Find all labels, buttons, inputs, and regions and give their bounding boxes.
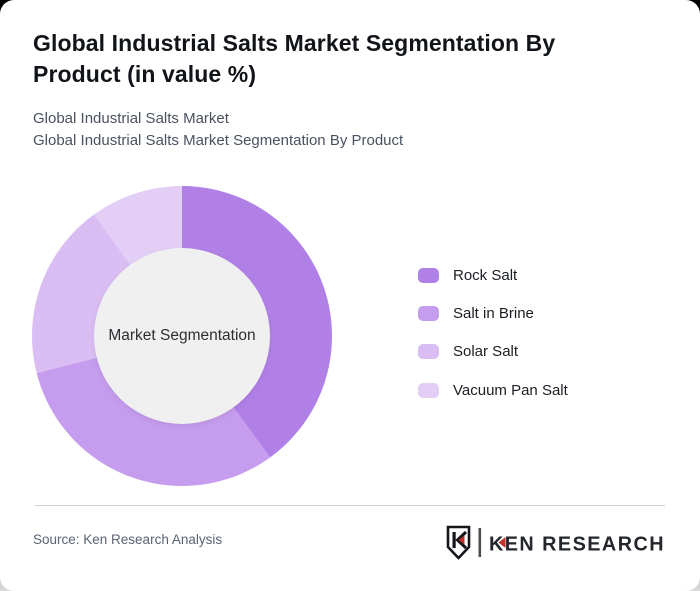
legend-item-solar-salt: Solar Salt: [418, 337, 568, 367]
page-title: Global Industrial Salts Market Segmentat…: [33, 30, 556, 87]
legend-item-vacuum-pan-salt: Vacuum Pan Salt: [418, 375, 568, 405]
chart-subtitle-line1: Global Industrial Salts Market: [33, 110, 229, 127]
logo-k-triangle: [498, 537, 506, 548]
legend-label: Salt in Brine: [453, 304, 534, 322]
logo-wordmark: KEN RESEARCH: [489, 533, 665, 556]
source-text: Source: Ken Research Analysis: [33, 532, 223, 547]
chart-subtitle: Global Industrial Salts Market Global In…: [33, 108, 403, 152]
legend-swatch-icon: [418, 267, 439, 283]
legend-item-salt-in-brine: Salt in Brine: [418, 298, 568, 328]
legend-label: Rock Salt: [453, 266, 518, 284]
legend-swatch-icon: [418, 344, 439, 360]
donut-center-label: Market Segmentation: [108, 327, 256, 344]
footer-divider: [35, 505, 665, 506]
legend-item-rock-salt: Rock Salt: [418, 260, 568, 290]
donut-chart: Market Segmentation: [32, 186, 332, 486]
legend-swatch-icon: [418, 382, 439, 398]
chart-subtitle-line2: Global Industrial Salts Market Segmentat…: [33, 132, 404, 149]
donut-center: Market Segmentation: [94, 248, 270, 424]
logo-separator: [478, 528, 482, 557]
ken-research-logo: KEN RESEARCH: [446, 525, 665, 560]
legend-swatch-icon: [418, 305, 439, 321]
legend-label: Solar Salt: [453, 343, 519, 361]
chart-legend: Rock Salt Salt in Brine Solar Salt Vacuu…: [418, 260, 568, 414]
ken-research-shield-icon: [446, 525, 471, 560]
legend-label: Vacuum Pan Salt: [453, 381, 568, 399]
